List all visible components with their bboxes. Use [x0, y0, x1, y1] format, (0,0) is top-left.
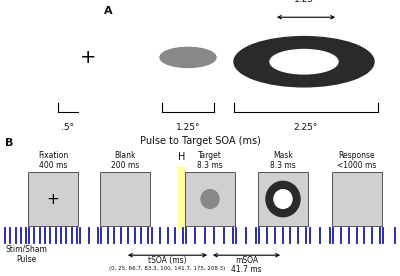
Circle shape — [160, 47, 216, 67]
Text: 1.25°: 1.25° — [294, 0, 318, 4]
Text: .5°: .5° — [62, 123, 74, 132]
Bar — [332, 172, 382, 226]
Bar — [258, 172, 308, 226]
Bar — [100, 172, 150, 226]
Text: H: H — [178, 152, 186, 162]
Text: mSOA: mSOA — [235, 256, 258, 265]
Circle shape — [266, 181, 300, 217]
Text: 41.7 ms: 41.7 ms — [231, 265, 262, 274]
Text: (0, 25, 66.7, 83.3, 100, 141.7, 175, 208.3): (0, 25, 66.7, 83.3, 100, 141.7, 175, 208… — [109, 266, 226, 270]
Text: Fixation
400 ms: Fixation 400 ms — [38, 150, 68, 170]
Text: tSOA (ms): tSOA (ms) — [148, 256, 187, 265]
Circle shape — [201, 190, 219, 208]
Text: +: + — [47, 192, 59, 206]
Text: 2.25°: 2.25° — [294, 123, 318, 132]
Text: 1.25°: 1.25° — [176, 123, 200, 132]
Text: Target
8.3 ms: Target 8.3 ms — [197, 150, 223, 170]
Circle shape — [234, 37, 374, 87]
Bar — [178, 167, 186, 231]
Circle shape — [274, 190, 292, 208]
Text: Pulse to Target SOA (ms): Pulse to Target SOA (ms) — [140, 136, 260, 146]
Text: A: A — [104, 6, 112, 16]
Bar — [185, 172, 235, 226]
Text: Response
<1000 ms: Response <1000 ms — [337, 150, 377, 170]
Text: B: B — [5, 138, 13, 148]
Text: Stim/Sham
Pulse: Stim/Sham Pulse — [5, 245, 47, 264]
Circle shape — [270, 49, 338, 74]
Text: +: + — [80, 48, 96, 67]
Text: Mask
8.3 ms: Mask 8.3 ms — [270, 150, 296, 170]
Bar — [28, 172, 78, 226]
Text: Blank
200 ms: Blank 200 ms — [111, 150, 139, 170]
